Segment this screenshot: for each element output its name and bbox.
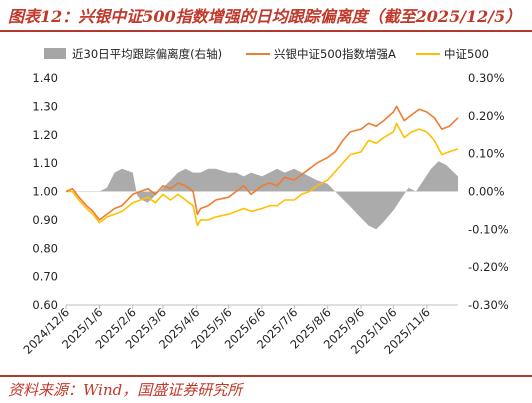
series-line	[66, 122, 459, 227]
chart-title: 图表12：兴银中证500指数增强的日均跟踪偏离度（截至2025/12/5）	[8, 7, 522, 26]
legend-label: 兴银中证500指数增强A	[274, 47, 396, 61]
left-tick-label: 0.60	[32, 298, 58, 312]
chart-canvas: 近30日平均跟踪偏离度(右轴) 兴银中证500指数增强A 中证500 0.60 0.7…	[21, 47, 509, 357]
right-tick-label: 0.30%	[468, 71, 505, 85]
right-axis: -0.30% -0.20% -0.10% 0.00% 0.10% 0.20% 0.30%	[468, 71, 509, 312]
left-tick-label: 0.80	[32, 241, 58, 255]
right-tick-label: -0.20%	[468, 260, 509, 274]
x-axis: 2024/12/62025/1/62025/2/62025/3/62025/4/…	[21, 305, 433, 357]
right-tick-label: -0.10%	[468, 222, 509, 236]
legend-label: 近30日平均跟踪偏离度(右轴)	[72, 47, 222, 61]
tracking-deviation-area	[66, 161, 458, 230]
left-tick-label: 1.30	[32, 99, 58, 113]
right-tick-label: 0.10%	[468, 147, 505, 161]
legend-swatch-area	[44, 48, 66, 59]
left-tick-label: 1.00	[32, 185, 58, 199]
source-divider	[0, 375, 532, 377]
left-tick-label: 0.70	[32, 270, 58, 284]
left-tick-label: 1.20	[32, 128, 58, 142]
source-note: 资料来源：Wind，国盛证券研究所	[8, 381, 243, 399]
left-axis: 0.60 0.70 0.80 0.90 1.00 1.10 1.20 1.30 1.40	[32, 71, 58, 312]
right-tick-label: 0.20%	[468, 109, 505, 123]
series-lines	[65, 105, 459, 227]
title-divider	[0, 30, 532, 32]
chart-legend: 近30日平均跟踪偏离度(右轴) 兴银中证500指数增强A 中证500	[44, 47, 489, 61]
series-line	[65, 105, 459, 221]
left-tick-label: 0.90	[32, 213, 58, 227]
right-tick-label: 0.00%	[468, 185, 505, 199]
left-tick-label: 1.40	[32, 71, 58, 85]
x-tick-label: 2024/12/6	[21, 305, 73, 357]
left-tick-label: 1.10	[32, 156, 58, 170]
right-tick-label: -0.30%	[468, 298, 509, 312]
tracking-deviation-fill	[66, 161, 458, 230]
legend-label: 中证500	[444, 47, 489, 61]
